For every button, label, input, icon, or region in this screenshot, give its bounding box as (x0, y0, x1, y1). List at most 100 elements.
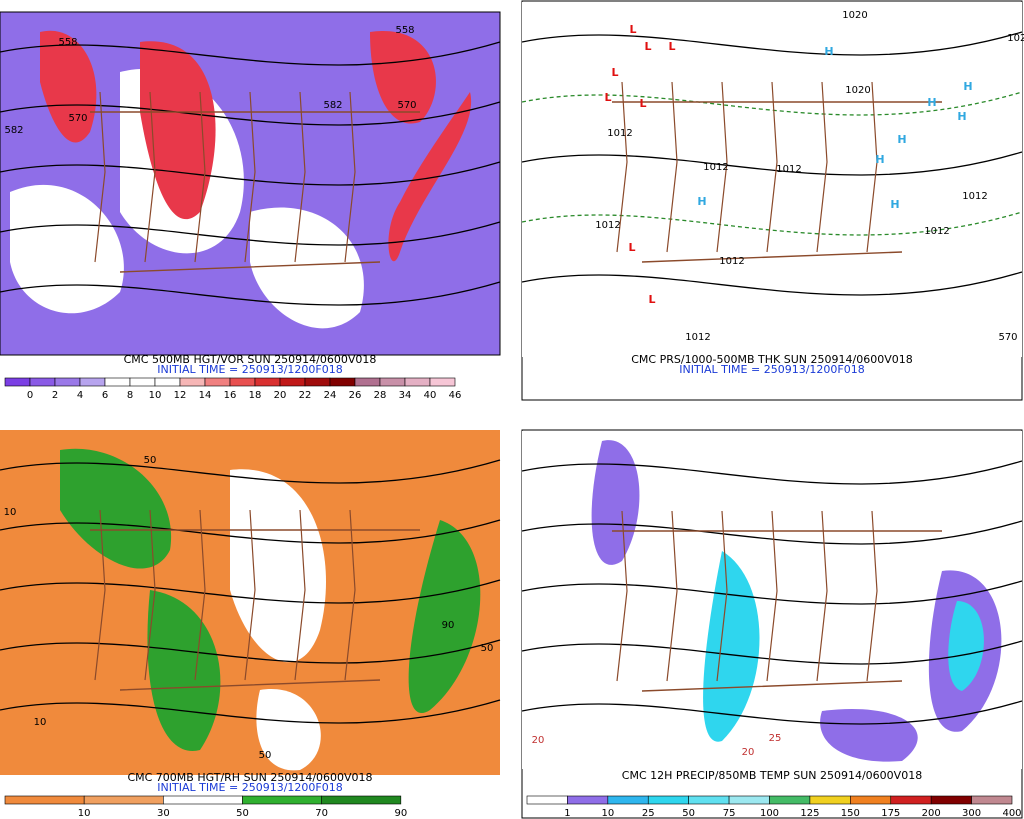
legend-swatch (163, 795, 243, 805)
pressure-center: H (927, 96, 936, 109)
contour-label: 1012 (607, 128, 632, 139)
initial-time: INITIAL TIME = 250913/1200F018 (157, 781, 342, 794)
map-panel: 558 570 582 582 570 558 (0, 11, 501, 356)
map-title: CMC 500MB HGT/VOR SUN 250914/0600V018 (124, 353, 377, 366)
state-border (616, 81, 628, 253)
contour-label: 582 (4, 125, 23, 136)
legend-swatch (154, 377, 181, 387)
pressure-center: L (639, 97, 646, 110)
state-border (144, 91, 156, 263)
state-border (816, 81, 828, 253)
field-shading (591, 440, 640, 565)
legend-label: 26 (349, 390, 362, 401)
legend-label: 1 (564, 808, 570, 819)
legend-swatch (429, 377, 456, 387)
legend-swatch (850, 795, 892, 805)
state-border (294, 509, 306, 681)
pressure-center: H (824, 45, 833, 58)
contour-line (0, 221, 501, 246)
pressure-center: L (629, 23, 636, 36)
contour-line (521, 31, 1023, 56)
contour-line (521, 91, 1023, 116)
legend-label: 46 (449, 390, 462, 401)
legend-label: 30 (157, 808, 170, 819)
pressure-center: L (648, 293, 655, 306)
map-panel: 10 50 90 50 10 50 (0, 430, 501, 775)
contour-label: 1012 (962, 191, 987, 202)
contour-line (0, 281, 501, 306)
contour-line (0, 579, 501, 604)
legend-swatch (688, 795, 730, 805)
legend-label: 300 (962, 808, 981, 819)
legend-swatch (971, 795, 1013, 805)
contour-label: 570 (998, 332, 1017, 343)
legend-swatch (229, 377, 256, 387)
pressure-center: H (957, 110, 966, 123)
frame (0, 11, 501, 356)
contour-line (0, 101, 501, 126)
state-border (866, 81, 878, 253)
legend-swatch (242, 795, 322, 805)
map-title: CMC 12H PRECIP/850MB TEMP SUN 250914/060… (622, 769, 922, 782)
legend-swatch (647, 795, 689, 805)
map-panel: 1012 1020 1020 1020 1012 1012 1012 1012 1012 1012… (521, 2, 1024, 357)
pressure-center: H (875, 153, 884, 166)
state-border (766, 510, 778, 682)
legend-label: 2 (52, 390, 58, 401)
legend-label: 150 (841, 808, 860, 819)
state-border (666, 81, 678, 253)
contour-line (521, 271, 1023, 296)
legend-swatch (567, 795, 609, 805)
contour-label: 1020 (1007, 33, 1024, 44)
map-panel: 20 20 25 (521, 431, 1023, 769)
state-border (344, 509, 356, 681)
contour-label: 1012 (595, 220, 620, 231)
country-border (90, 111, 420, 273)
legend-label: 10 (601, 808, 614, 819)
legend-label: 50 (236, 808, 249, 819)
contour-label: 1012 (776, 164, 801, 175)
legend-swatch (769, 795, 811, 805)
contour-label: 50 (144, 455, 157, 466)
contour-label: 1020 (845, 85, 870, 96)
legend-swatch (890, 795, 932, 805)
pressure-center: H (697, 195, 706, 208)
legend-swatch (254, 377, 281, 387)
initial-time: INITIAL TIME = 250913/1200F018 (157, 363, 342, 376)
legend-label: 22 (299, 390, 312, 401)
state-border (94, 91, 106, 263)
contour-line (0, 161, 501, 186)
map-title: CMC PRS/1000-500MB THK SUN 250914/0600V0… (631, 353, 912, 366)
legend-swatch (54, 377, 81, 387)
contour-label: 20 (532, 735, 545, 746)
field-shading (147, 590, 221, 751)
state-border (866, 510, 878, 682)
state-border (716, 81, 728, 253)
contour-line (0, 519, 501, 544)
legend-label: 34 (399, 390, 412, 401)
contour-line (521, 520, 1023, 545)
legend-swatch (354, 377, 381, 387)
legend-swatch (79, 377, 106, 387)
legend-label: 50 (682, 808, 695, 819)
contour-line (0, 459, 501, 484)
legend-swatch (104, 377, 131, 387)
legend-label: 4 (77, 390, 83, 401)
field-shading (370, 31, 436, 124)
legend-label: 20 (274, 390, 287, 401)
contour-label: 25 (769, 733, 782, 744)
contour-label: 1012 (719, 256, 744, 267)
legend-label: 16 (224, 390, 237, 401)
pressure-center: H (897, 133, 906, 146)
state-border (716, 510, 728, 682)
pressure-center: L (611, 66, 618, 79)
field-shading (40, 30, 97, 143)
state-border (616, 510, 628, 682)
country-border (612, 101, 942, 263)
legend-swatch (179, 377, 206, 387)
state-border (244, 91, 256, 263)
contour-label: 50 (259, 750, 272, 761)
pressure-center: L (668, 40, 675, 53)
contour-line (521, 211, 1023, 236)
legend-label: 200 (922, 808, 941, 819)
